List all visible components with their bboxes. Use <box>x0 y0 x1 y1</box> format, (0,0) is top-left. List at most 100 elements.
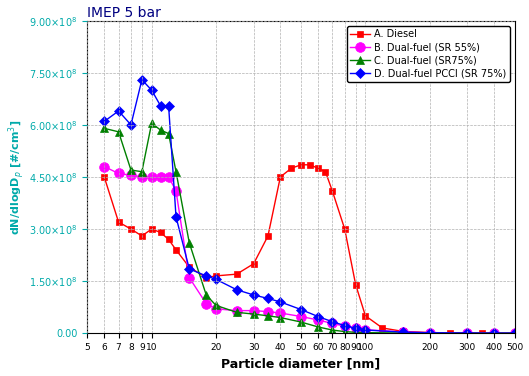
B. Dual-fuel (SR 55%) <box>173 189 179 193</box>
A. Diesel <box>307 162 313 167</box>
D. Dual-fuel PCCI (SR 75%) <box>362 328 369 332</box>
C. Dual-fuel (SR75%) <box>128 168 134 172</box>
C. Dual-fuel (SR75%) <box>491 331 497 335</box>
D. Dual-fuel PCCI (SR 75%) <box>277 300 284 304</box>
A. Diesel <box>342 227 348 231</box>
A. Diesel <box>173 247 179 252</box>
A. Diesel <box>186 265 193 270</box>
A. Diesel <box>329 189 335 193</box>
C. Dual-fuel (SR75%) <box>213 303 219 308</box>
A. Diesel <box>512 331 518 335</box>
C. Dual-fuel (SR75%) <box>298 320 304 324</box>
D. Dual-fuel PCCI (SR 75%) <box>139 77 145 82</box>
A. Diesel <box>277 175 284 179</box>
C. Dual-fuel (SR75%) <box>400 331 406 335</box>
B. Dual-fuel (SR 55%) <box>115 171 122 176</box>
B. Dual-fuel (SR 55%) <box>342 324 348 329</box>
C. Dual-fuel (SR75%) <box>203 293 209 297</box>
A. Diesel <box>400 329 406 334</box>
B. Dual-fuel (SR 55%) <box>265 309 271 314</box>
D. Dual-fuel PCCI (SR 75%) <box>128 123 134 127</box>
Y-axis label: dN/dlogD$_p$ [#/cm$^3$]: dN/dlogD$_p$ [#/cm$^3$] <box>6 119 26 235</box>
D. Dual-fuel PCCI (SR 75%) <box>400 330 406 334</box>
C. Dual-fuel (SR75%) <box>173 170 179 174</box>
D. Dual-fuel PCCI (SR 75%) <box>250 293 257 297</box>
D. Dual-fuel PCCI (SR 75%) <box>265 296 271 301</box>
Line: A. Diesel: A. Diesel <box>101 161 518 337</box>
A. Diesel <box>322 170 329 174</box>
C. Dual-fuel (SR75%) <box>342 329 348 334</box>
B. Dual-fuel (SR 55%) <box>298 314 304 319</box>
B. Dual-fuel (SR 55%) <box>315 318 321 322</box>
B. Dual-fuel (SR 55%) <box>101 164 107 169</box>
C. Dual-fuel (SR75%) <box>277 315 284 320</box>
D. Dual-fuel PCCI (SR 75%) <box>464 331 471 335</box>
C. Dual-fuel (SR75%) <box>101 126 107 130</box>
B. Dual-fuel (SR 55%) <box>250 308 257 313</box>
D. Dual-fuel PCCI (SR 75%) <box>342 323 348 328</box>
A. Diesel <box>203 275 209 280</box>
C. Dual-fuel (SR75%) <box>139 170 145 174</box>
B. Dual-fuel (SR 55%) <box>352 326 359 330</box>
D. Dual-fuel PCCI (SR 75%) <box>298 307 304 312</box>
B. Dual-fuel (SR 55%) <box>491 331 497 335</box>
C. Dual-fuel (SR75%) <box>233 310 240 315</box>
C. Dual-fuel (SR75%) <box>149 121 155 125</box>
C. Dual-fuel (SR75%) <box>329 328 335 332</box>
D. Dual-fuel PCCI (SR 75%) <box>426 331 433 335</box>
A. Diesel <box>115 220 122 224</box>
B. Dual-fuel (SR 55%) <box>128 173 134 177</box>
C. Dual-fuel (SR75%) <box>115 130 122 134</box>
Line: D. Dual-fuel PCCI (SR 75%): D. Dual-fuel PCCI (SR 75%) <box>101 76 518 337</box>
C. Dual-fuel (SR75%) <box>166 131 172 136</box>
X-axis label: Particle diameter [nm]: Particle diameter [nm] <box>222 358 381 370</box>
C. Dual-fuel (SR75%) <box>352 330 359 335</box>
B. Dual-fuel (SR 55%) <box>464 331 471 335</box>
A. Diesel <box>265 234 271 238</box>
B. Dual-fuel (SR 55%) <box>139 175 145 179</box>
Legend: A. Diesel, B. Dual-fuel (SR 55%), C. Dual-fuel (SR75%), D. Dual-fuel PCCI (SR 75: A. Diesel, B. Dual-fuel (SR 55%), C. Dua… <box>346 26 510 82</box>
B. Dual-fuel (SR 55%) <box>400 330 406 334</box>
B. Dual-fuel (SR 55%) <box>149 175 155 179</box>
B. Dual-fuel (SR 55%) <box>166 175 172 179</box>
D. Dual-fuel PCCI (SR 75%) <box>157 103 163 108</box>
D. Dual-fuel PCCI (SR 75%) <box>329 320 335 324</box>
D. Dual-fuel PCCI (SR 75%) <box>213 277 219 282</box>
D. Dual-fuel PCCI (SR 75%) <box>203 274 209 278</box>
A. Diesel <box>362 314 369 318</box>
C. Dual-fuel (SR75%) <box>157 128 163 132</box>
B. Dual-fuel (SR 55%) <box>512 331 518 335</box>
A. Diesel <box>379 326 386 330</box>
A. Diesel <box>149 227 155 231</box>
B. Dual-fuel (SR 55%) <box>362 327 369 332</box>
B. Dual-fuel (SR 55%) <box>213 306 219 311</box>
C. Dual-fuel (SR75%) <box>315 324 321 329</box>
Line: B. Dual-fuel (SR 55%): B. Dual-fuel (SR 55%) <box>99 162 519 338</box>
A. Diesel <box>157 230 163 235</box>
A. Diesel <box>464 331 471 335</box>
B. Dual-fuel (SR 55%) <box>426 331 433 335</box>
D. Dual-fuel PCCI (SR 75%) <box>233 288 240 292</box>
C. Dual-fuel (SR75%) <box>512 331 518 335</box>
Text: IMEP 5 bar: IMEP 5 bar <box>87 6 161 20</box>
A. Diesel <box>128 227 134 231</box>
A. Diesel <box>250 261 257 266</box>
A. Diesel <box>139 234 145 238</box>
A. Diesel <box>166 237 172 242</box>
D. Dual-fuel PCCI (SR 75%) <box>101 119 107 124</box>
Line: C. Dual-fuel (SR75%): C. Dual-fuel (SR75%) <box>100 119 519 337</box>
A. Diesel <box>298 162 304 167</box>
B. Dual-fuel (SR 55%) <box>186 275 193 280</box>
D. Dual-fuel PCCI (SR 75%) <box>173 215 179 219</box>
A. Diesel <box>491 331 497 335</box>
D. Dual-fuel PCCI (SR 75%) <box>512 331 518 335</box>
A. Diesel <box>448 331 454 335</box>
A. Diesel <box>352 282 359 287</box>
D. Dual-fuel PCCI (SR 75%) <box>149 88 155 92</box>
A. Diesel <box>426 330 433 335</box>
B. Dual-fuel (SR 55%) <box>157 175 163 179</box>
C. Dual-fuel (SR75%) <box>362 331 369 335</box>
A. Diesel <box>213 274 219 278</box>
D. Dual-fuel PCCI (SR 75%) <box>115 109 122 113</box>
A. Diesel <box>315 166 321 171</box>
